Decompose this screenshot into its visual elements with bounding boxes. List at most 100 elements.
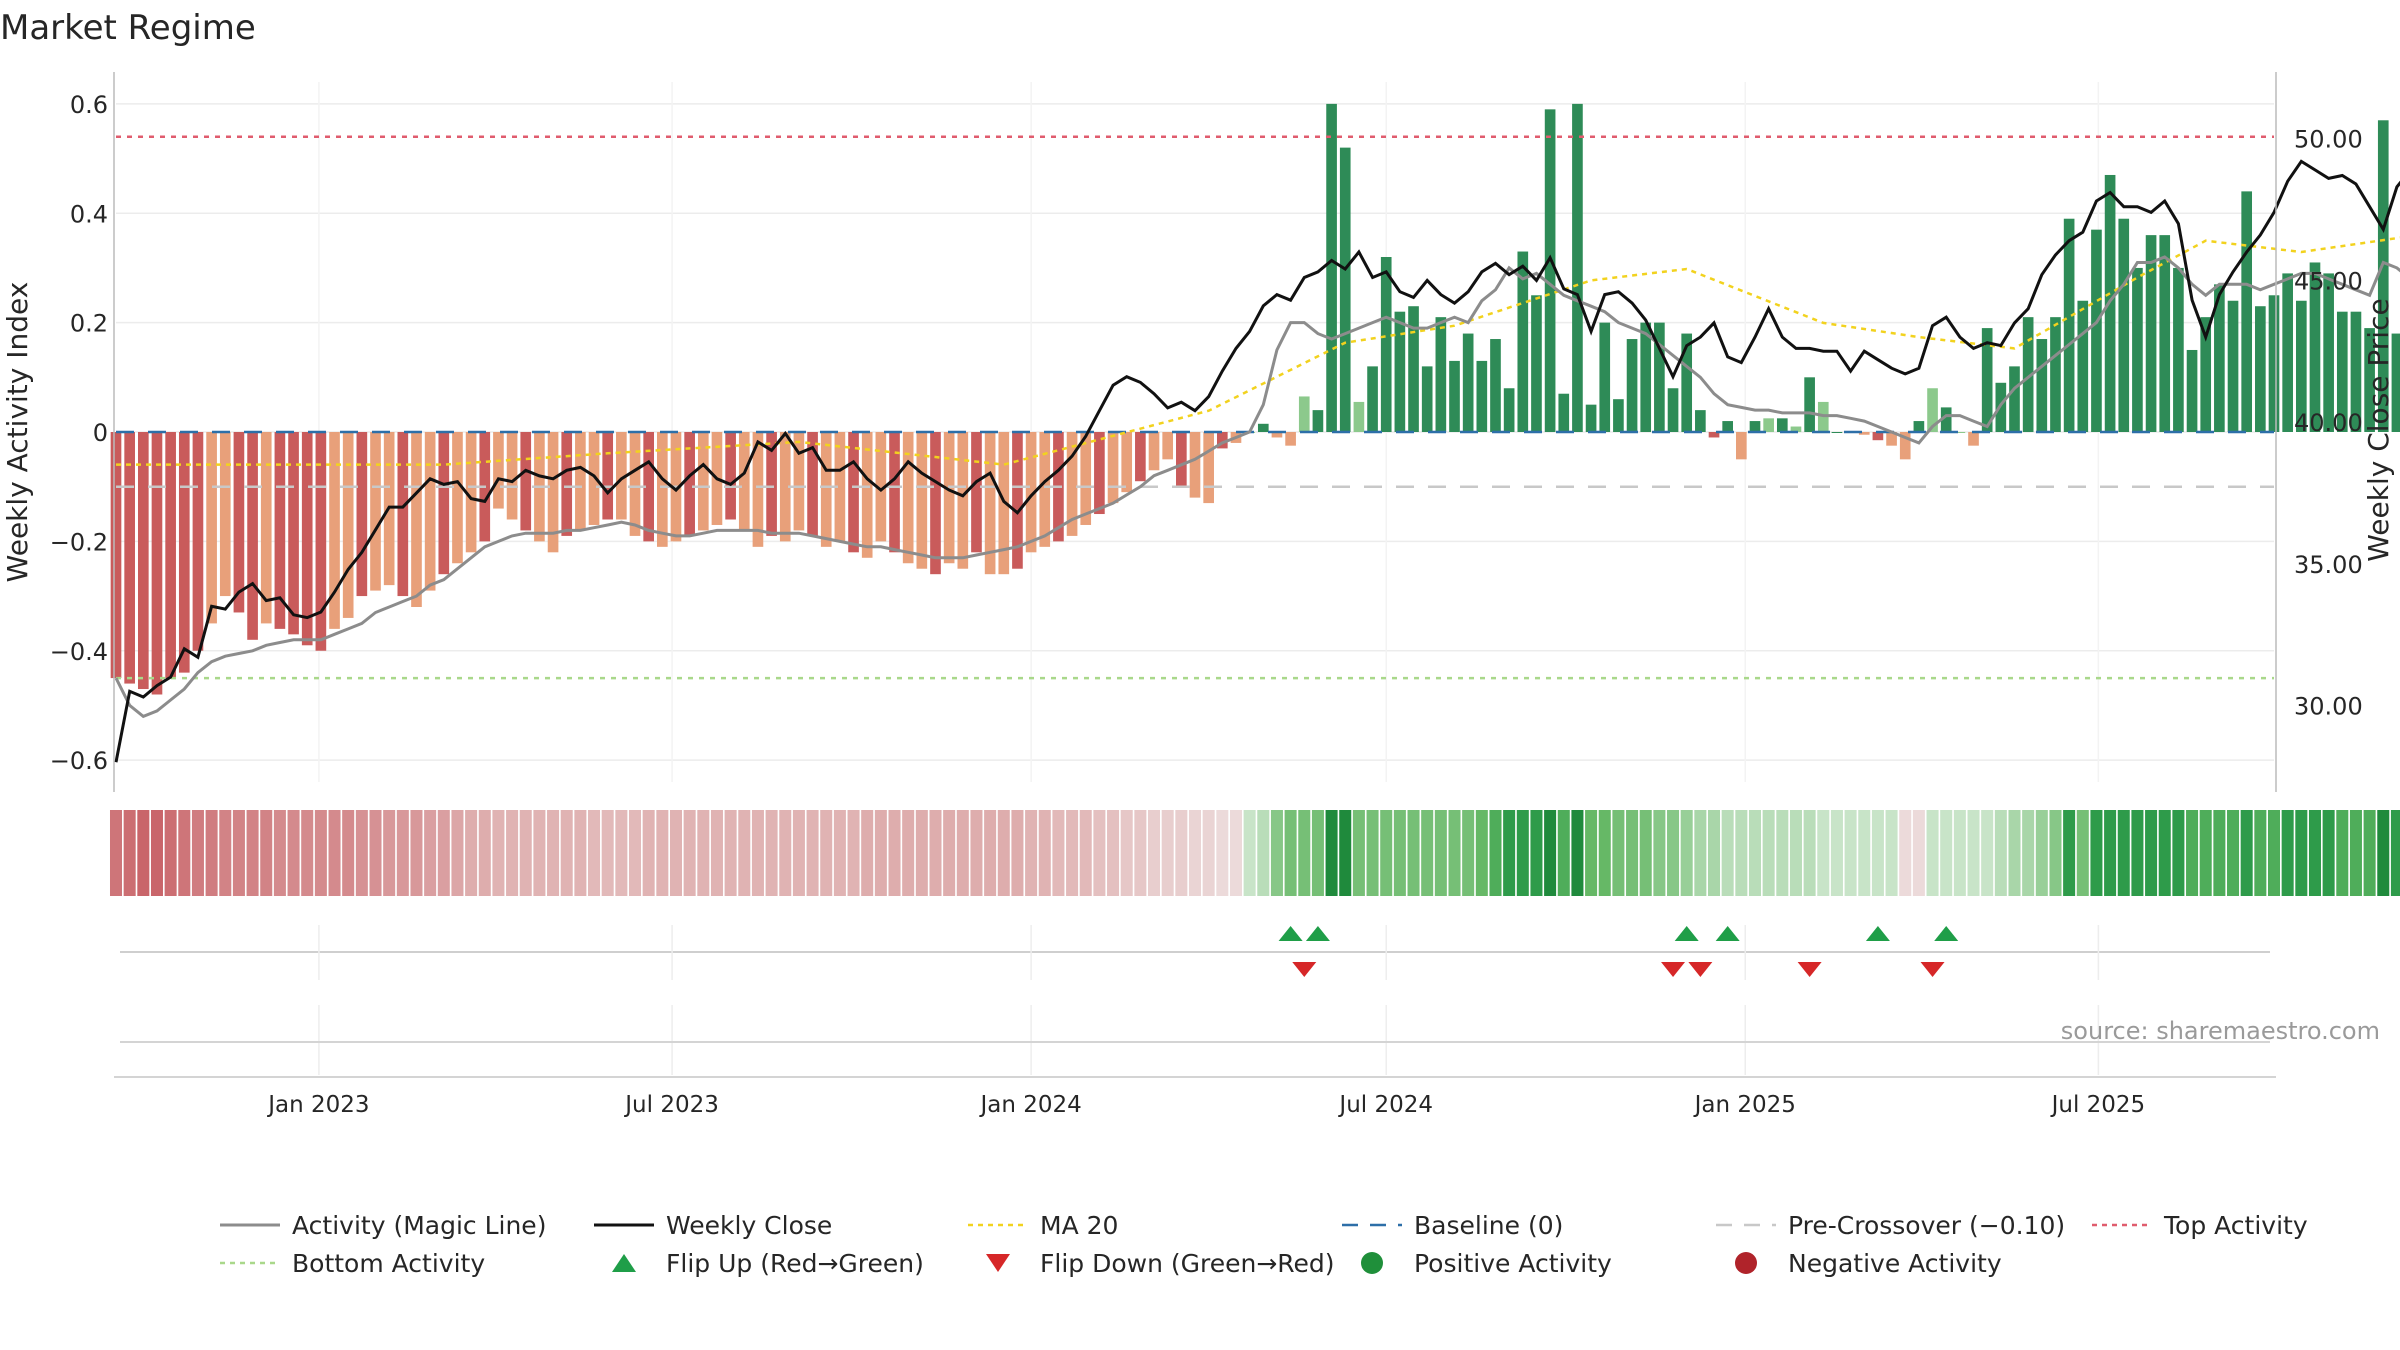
ribbon-cell	[465, 810, 478, 896]
activity-bar	[916, 432, 928, 569]
ribbon-cell	[1830, 810, 1843, 896]
ribbon-cell	[328, 810, 341, 896]
legend-swatch	[986, 1254, 1010, 1272]
ribbon-cell	[1885, 810, 1898, 896]
activity-bar	[1626, 339, 1638, 432]
ribbon-cell	[396, 810, 409, 896]
ribbon-cell	[2049, 810, 2062, 896]
ribbon-cell	[1366, 810, 1379, 896]
activity-bar	[2200, 317, 2212, 432]
ribbon-cell	[2008, 810, 2021, 896]
ribbon-cell	[1789, 810, 1802, 896]
activity-bar	[1708, 432, 1720, 438]
activity-bar	[2077, 300, 2089, 432]
ribbon-cell	[642, 810, 655, 896]
ribbon-cell	[1516, 810, 1529, 896]
activity-bar	[1831, 432, 1843, 433]
ribbon-cell	[232, 810, 245, 896]
activity-bar	[1654, 322, 1665, 432]
activity-bar	[1613, 399, 1624, 432]
activity-bar	[1339, 147, 1351, 432]
activity-bar	[2214, 284, 2225, 432]
ribbon-cell	[2158, 810, 2171, 896]
flip-up-marker	[1674, 926, 1699, 941]
activity-bar	[2282, 273, 2293, 432]
ribbon-cell	[1148, 810, 1161, 896]
ribbon-cell	[1257, 810, 1270, 896]
activity-bar	[219, 432, 231, 597]
ribbon-cell	[2363, 810, 2376, 896]
left-tick-label: −0.4	[50, 638, 108, 666]
ribbon-cell	[2213, 810, 2226, 896]
ribbon-cell	[1858, 810, 1871, 896]
magic-line	[114, 255, 2400, 719]
legend: Activity (Magic Line) Weekly Close MA 20 Ba…	[220, 1211, 2308, 1278]
activity-bar	[1599, 322, 1611, 432]
right-tick-label: 40.00	[2294, 409, 2363, 437]
activity-bar	[943, 432, 955, 564]
x-tick-label: Jul 2025	[2050, 1092, 2146, 1118]
ribbon-cell	[751, 810, 764, 896]
activity-bar	[575, 432, 586, 531]
activity-bar	[247, 432, 258, 640]
activity-bar	[1804, 377, 1815, 432]
ribbon-cell	[874, 810, 887, 896]
activity-bar	[1367, 366, 1378, 432]
flip-down-marker	[1920, 962, 1945, 977]
legend-swatch	[1735, 1252, 1757, 1274]
activity-bar	[2227, 300, 2239, 432]
activity-bar	[274, 432, 286, 629]
ribbon-cell	[820, 810, 833, 896]
activity-bar	[1094, 432, 1105, 515]
ribbon-cell	[560, 810, 573, 896]
ribbon-cell	[806, 810, 819, 896]
activity-bar	[2132, 267, 2143, 432]
activity-bar	[1681, 333, 1693, 432]
legend-label: Positive Activity	[1414, 1249, 1612, 1278]
ribbon-cell	[833, 810, 846, 896]
ribbon-cell	[1940, 810, 1953, 896]
activity-bar	[657, 432, 668, 547]
ribbon-cell	[902, 810, 915, 896]
activity-bar	[1954, 432, 1966, 433]
activity-bar	[2391, 333, 2400, 432]
activity-bar	[1531, 295, 1542, 432]
ribbon-cell	[2281, 810, 2294, 896]
activity-bar	[342, 432, 354, 618]
ribbon-cell	[287, 810, 300, 896]
ribbon-cell	[1038, 810, 1051, 896]
ribbon-cell	[1134, 810, 1147, 896]
activity-bar	[1763, 418, 1774, 432]
flip-up-marker	[1278, 926, 1303, 941]
ribbon-cell	[1434, 810, 1447, 896]
activity-bar	[329, 432, 340, 629]
flip-up-marker	[1715, 926, 1740, 941]
activity-bar	[1872, 432, 1884, 441]
activity-bar	[1749, 421, 1761, 432]
ribbon-cell	[1161, 810, 1174, 896]
activity-bar	[629, 432, 641, 536]
activity-bar	[315, 432, 327, 651]
activity-bar	[2255, 306, 2266, 432]
left-tick-label: 0.6	[70, 91, 108, 119]
ribbon-cell	[260, 810, 273, 896]
activity-bar	[2323, 273, 2334, 432]
right-axis-label: Weekly Close Price	[2362, 298, 2395, 561]
activity-bar	[1421, 366, 1433, 432]
left-tick-label: 0.4	[70, 200, 108, 228]
flip-markers	[120, 925, 2270, 980]
ribbon-cell	[1680, 810, 1693, 896]
ribbon-cell	[301, 810, 314, 896]
ribbon-cell	[984, 810, 997, 896]
ribbon-cell	[1803, 810, 1816, 896]
activity-bar	[1353, 401, 1365, 432]
activity-bar	[1667, 388, 1679, 432]
ribbon-cell	[164, 810, 177, 896]
activity-bar	[643, 432, 654, 542]
activity-bar	[616, 432, 627, 520]
ribbon-cell	[2377, 810, 2390, 896]
ribbon-cell	[1352, 810, 1365, 896]
ribbon-cell	[1544, 810, 1557, 896]
right-tick-label: 35.00	[2294, 551, 2363, 579]
ribbon-cell	[779, 810, 792, 896]
